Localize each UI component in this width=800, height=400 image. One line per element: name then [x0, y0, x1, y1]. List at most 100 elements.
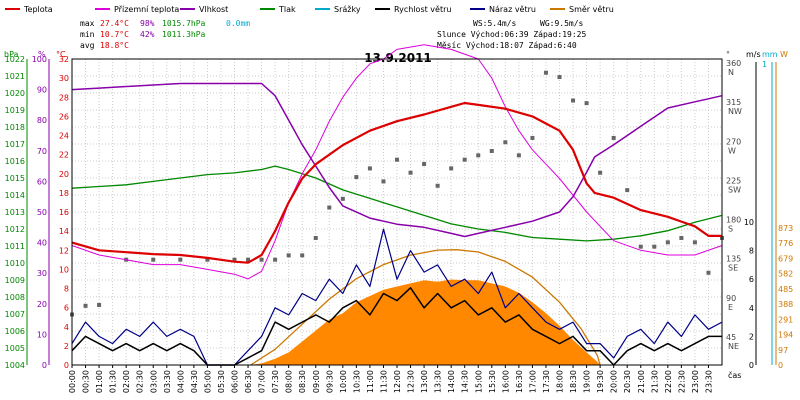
axis-temperature-tick: 28 — [59, 93, 69, 102]
axis-pressure-tick: 1009 — [5, 276, 25, 285]
axis-temperature-tick: 20 — [59, 170, 69, 179]
axis-solar-tick: 776 — [778, 239, 793, 248]
wind-direction-point — [435, 183, 440, 188]
axis-humidity-tick: 40 — [37, 239, 47, 248]
series-line-vlhkost — [71, 82, 723, 238]
axis-direction-tick: 45 — [726, 333, 736, 342]
axis-time-tick: 11:00 — [366, 370, 375, 393]
wind-direction-point — [516, 153, 521, 158]
axis-direction-label: SE — [728, 264, 738, 273]
wind-direction-point — [205, 257, 210, 262]
axis-pressure-tick: 1021 — [5, 72, 25, 81]
legend-label-naraz-vetru: Náraz větru — [489, 5, 536, 14]
axis-time: 00:00 00:30 01:00 01:30 02:00 02:30 03:00 03:30… — [68, 365, 713, 393]
axis-time-tick: 21:30 — [650, 370, 659, 393]
axis-time-tick: 04:00 — [176, 370, 185, 393]
wind-direction-point — [530, 135, 535, 140]
stat-min-pressure: 1011.3hPa — [162, 30, 206, 39]
axis-time-tick: 17:30 — [542, 370, 551, 393]
stat-max-temp: 27.4°C — [100, 19, 129, 28]
legend-label-rychlost-vetru: Rychlost větru — [394, 5, 451, 14]
axis-direction-tick: 315 — [726, 98, 741, 107]
wind-direction-point — [381, 179, 386, 184]
axis-time-tick: 23:30 — [704, 370, 713, 393]
axis-solar-tick: 194 — [778, 331, 793, 340]
wind-direction-point — [151, 257, 156, 262]
axis-direction-label: SW — [728, 185, 741, 194]
stat-avg-label: avg — [80, 41, 95, 50]
axis-temperature-tick: 10 — [59, 265, 69, 274]
axis-time-tick: 12:30 — [407, 370, 416, 393]
axis-solar-tick: 0 — [778, 361, 783, 370]
axis-solar-tick: 388 — [778, 300, 793, 309]
axis-pressure-tick: 1016 — [5, 157, 25, 166]
stat-wind-gust: WG:9.5m/s — [540, 19, 584, 28]
axis-time-tick: 13:30 — [434, 370, 443, 393]
axis-time-tick: 08:30 — [298, 370, 307, 393]
wind-direction-point — [571, 98, 576, 103]
axis-pressure-tick: 1006 — [5, 327, 25, 336]
wind-direction-point — [259, 257, 264, 262]
series-line-rychlost-vetru — [71, 287, 722, 366]
unit-rain-top-tick: 1 — [762, 60, 767, 69]
series-line-teplota — [71, 101, 722, 264]
axis-solar-tick: 97 — [778, 346, 788, 355]
axis-wind-tick: 2 — [749, 332, 754, 341]
wind-direction-point — [638, 244, 643, 249]
axis-direction-tick: 180 — [726, 216, 741, 225]
wind-direction-point — [178, 257, 183, 262]
axis-humidity-tick: 0 — [42, 361, 47, 370]
wind-direction-point — [395, 157, 399, 162]
axis-pressure-tick: 1012 — [5, 225, 25, 234]
legend-item-rychlost-vetru: Rychlost větru — [375, 5, 451, 14]
axis-time-tick: 15:30 — [488, 370, 497, 393]
axis-wind-tick: 10 — [744, 218, 754, 227]
axis-solar-tick: 873 — [778, 224, 793, 233]
unit-watt: W — [780, 50, 788, 59]
axis-wind-tick: 0 — [749, 361, 754, 370]
axis-pressure-tick: 1018 — [5, 123, 25, 132]
legend-label-smer-vetru: Směr větru — [569, 5, 614, 14]
stat-max-label: max — [80, 19, 95, 28]
axis-wind-tick: 4 — [749, 304, 754, 313]
axis-time-tick: 06:30 — [244, 370, 253, 393]
axis-direction-label: NW — [728, 107, 742, 116]
axis-time-tick: 01:30 — [109, 370, 118, 393]
axis-pressure-tick: 1013 — [5, 208, 25, 217]
axis-time-tick: 02:00 — [122, 370, 131, 393]
stat-min-humidity: 42% — [140, 30, 155, 39]
axis-solar-tick: 679 — [778, 254, 793, 263]
unit-ms: m/s — [746, 50, 761, 59]
axis-time-tick: 16:00 — [501, 370, 510, 393]
axis-time-tick: 16:30 — [515, 370, 524, 393]
unit-degree: ° — [726, 50, 730, 59]
legend-label-srazky: Srážky — [334, 5, 361, 14]
unit-headers: hPa % °C ° m/s mm W 1 čas — [4, 50, 788, 380]
legend: Teplota Přízemní teplota Vlhkost Tlak Sr… — [5, 5, 614, 14]
axis-direction-tick: 270 — [726, 137, 741, 146]
axis-temperature-tick: 26 — [59, 112, 69, 121]
axis-direction-tick: 135 — [726, 255, 741, 264]
legend-item-teplota: Teplota — [5, 5, 53, 14]
axis-humidity-tick: 80 — [37, 116, 47, 125]
legend-label-tlak: Tlak — [278, 5, 296, 14]
wind-direction-point — [422, 162, 427, 167]
stat-max-pressure: 1015.7hPa — [162, 19, 206, 28]
legend-item-srazky: Srážky — [315, 5, 361, 14]
wind-direction-point — [679, 235, 684, 240]
axis-time-tick: 14:00 — [447, 370, 456, 393]
axis-pressure-tick: 1015 — [5, 174, 25, 183]
axis-temperature-tick: 2 — [64, 342, 69, 351]
axis-time-tick: 03:00 — [149, 370, 158, 393]
wind-direction-point — [625, 188, 630, 193]
axis-time-tick: 07:00 — [258, 370, 267, 393]
axis-time-tick: 05:30 — [217, 370, 226, 393]
series-line-naraz-vetru — [71, 228, 723, 366]
axis-time-tick: 02:30 — [136, 370, 145, 393]
axis-pressure-tick: 1019 — [5, 106, 25, 115]
wind-direction-point — [543, 70, 548, 75]
